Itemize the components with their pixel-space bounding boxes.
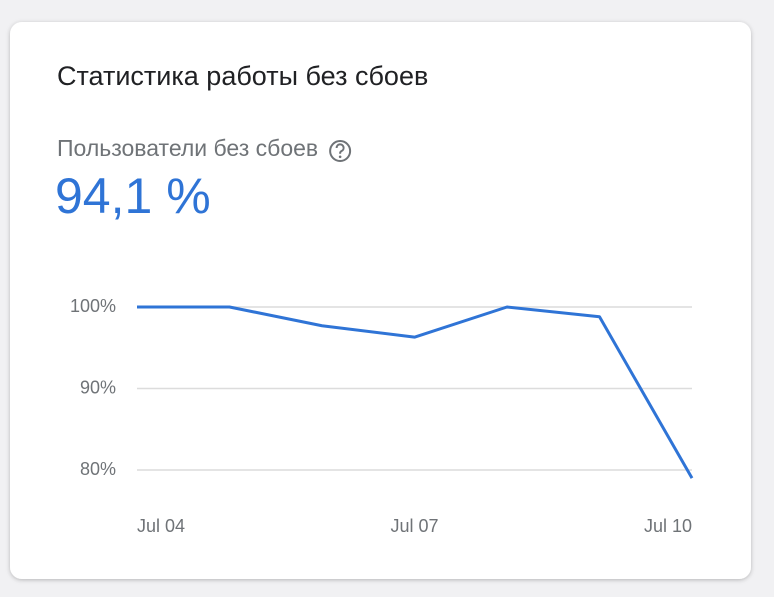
help-icon[interactable] xyxy=(329,140,352,162)
card xyxy=(10,22,751,579)
card-title: Статистика работы без сбоев xyxy=(57,61,428,91)
x-tick-label: Jul 04 xyxy=(137,516,185,536)
y-tick-label: 90% xyxy=(80,377,116,397)
x-tick-label: Jul 10 xyxy=(644,516,692,536)
y-tick-label: 80% xyxy=(80,459,116,479)
line xyxy=(137,305,694,479)
x-tick-label: Jul 07 xyxy=(390,516,438,536)
metric-label: Пользователи без сбоев xyxy=(57,135,318,161)
metric-value: 94,1 % xyxy=(55,168,211,224)
y-tick-label: 100% xyxy=(70,296,116,316)
